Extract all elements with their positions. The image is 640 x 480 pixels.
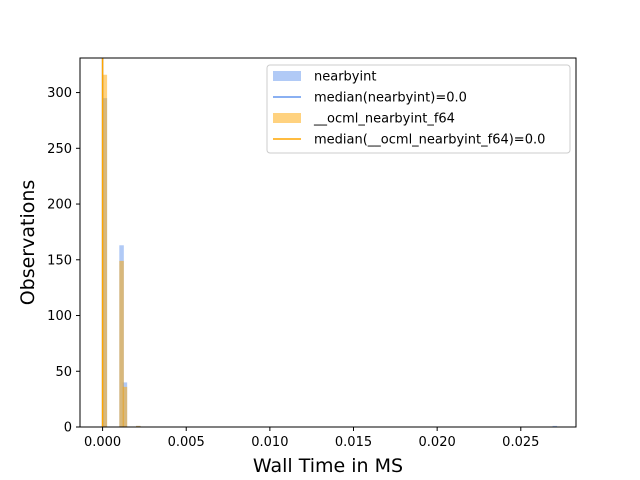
y-axis-ticks: 0 50 100 150 200 250 300: [47, 86, 80, 436]
legend-label: __ocml_nearbyint_f64: [313, 112, 455, 127]
legend: nearbyint median(nearbyint)=0.0 __ocml_nea…: [266, 64, 571, 154]
plot-frame: [79, 57, 577, 428]
x-axis-title: Wall Time in MS: [253, 455, 403, 477]
bar-ocml-nearbyint-f64: [122, 386, 128, 427]
legend-swatch-nearbyint: [273, 71, 301, 81]
bar-ocml-nearbyint-f64: [136, 425, 141, 427]
x-tick-label: 0.020: [419, 435, 456, 450]
legend-label: median(__ocml_nearbyint_f64)=0.0: [314, 133, 545, 148]
bar-ocml-nearbyint-f64: [119, 260, 124, 427]
legend-label: median(nearbyint)=0.0: [314, 91, 467, 106]
x-axis-ticks: 0.000 0.005 0.010 0.015 0.020 0.025: [84, 427, 539, 450]
legend-label: nearbyint: [314, 70, 376, 85]
bar-ocml-nearbyint-f64: [102, 74, 108, 428]
legend-swatch-ocml-nearbyint-f64: [273, 113, 301, 123]
y-axis-title: Observations: [17, 180, 39, 306]
y-tick-label: 150: [47, 253, 72, 268]
y-tick-label: 250: [47, 142, 72, 157]
legend-box: [266, 64, 571, 154]
x-tick-label: 0.010: [251, 435, 288, 450]
y-tick-label: 200: [47, 198, 72, 213]
y-tick-label: 50: [55, 365, 72, 380]
x-tick-label: 0.005: [168, 435, 205, 450]
x-tick-label: 0.000: [84, 435, 121, 450]
bars-layer: [102, 74, 558, 428]
y-tick-label: 100: [47, 309, 72, 324]
y-tick-label: 0: [64, 421, 72, 436]
x-tick-label: 0.015: [335, 435, 372, 450]
bar-nearbyint: [552, 425, 558, 427]
y-tick-label: 300: [47, 86, 72, 101]
x-tick-label: 0.025: [502, 435, 539, 450]
